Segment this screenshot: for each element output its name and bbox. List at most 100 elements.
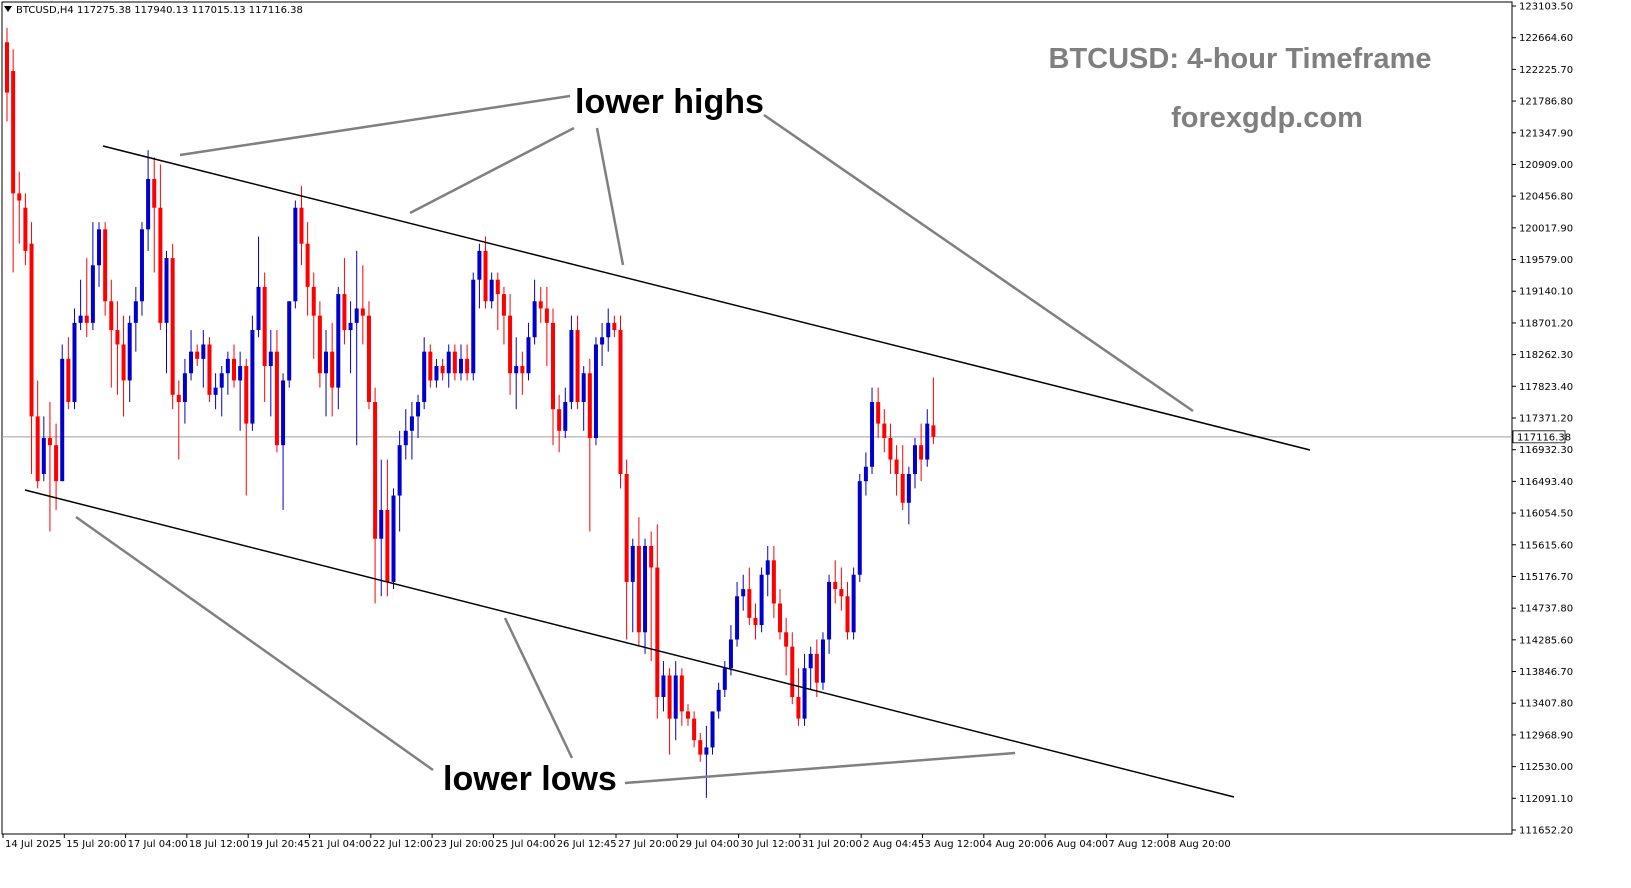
candle-body: [41, 437, 46, 474]
candle: [544, 286, 549, 367]
annotation-lower-lows: lower lows: [443, 760, 617, 798]
y-tick-label: 117371.20: [1519, 414, 1573, 425]
candle: [416, 394, 421, 438]
y-tick-label: 121786.80: [1519, 97, 1573, 108]
y-axis: 123103.50 122664.60 122225.70 121786.80 1213…: [1512, 2, 1573, 837]
candle: [238, 351, 243, 431]
y-tick-label: 115176.70: [1519, 572, 1573, 583]
candle-body: [207, 344, 212, 395]
candle: [458, 344, 463, 381]
candle: [778, 589, 783, 640]
candle: [563, 387, 568, 438]
candle-body: [403, 430, 408, 446]
candle-body: [213, 387, 218, 395]
y-tick-label: 113846.70: [1519, 667, 1573, 678]
candle-body: [685, 711, 690, 719]
candle-body: [238, 366, 243, 381]
candle: [182, 358, 187, 424]
candle: [213, 373, 218, 410]
candle: [164, 250, 169, 374]
candle: [78, 279, 83, 331]
y-tick-label: 118701.20: [1519, 318, 1573, 329]
candle-body: [735, 596, 740, 640]
candle-body: [11, 71, 16, 194]
x-tick-label: 7 Aug 12:00: [1108, 839, 1169, 850]
candle: [685, 704, 690, 726]
candle-body: [115, 330, 120, 345]
candle-body: [72, 322, 77, 403]
candle-body: [440, 366, 445, 374]
y-tick-label: 116054.50: [1519, 509, 1573, 520]
candle-body: [29, 243, 34, 417]
candle: [256, 236, 261, 338]
y-tick-label: 117823.40: [1519, 382, 1573, 393]
candle-body: [900, 473, 905, 503]
candle-body: [489, 279, 494, 302]
candle-body: [728, 639, 733, 669]
candle-body: [771, 560, 776, 604]
x-tick-label: 2 Aug 04:45: [863, 839, 924, 850]
candle: [446, 344, 451, 388]
x-tick-label: 8 Aug 20:00: [1170, 839, 1231, 850]
header-triangle-icon: [4, 6, 12, 12]
candle-body: [784, 632, 789, 647]
candle: [925, 409, 930, 467]
trendlines-layer: [24, 145, 1311, 798]
candle-body: [870, 402, 875, 467]
candle: [201, 330, 206, 388]
candle: [692, 711, 697, 748]
candle: [121, 315, 126, 417]
candle-body: [679, 675, 684, 712]
candle-body: [446, 351, 451, 374]
candle-body: [330, 351, 335, 388]
candle: [11, 49, 16, 273]
lower-trendline: [24, 489, 1235, 798]
candle: [747, 567, 752, 626]
candle: [84, 258, 89, 338]
candle-body: [354, 308, 359, 323]
candle-body: [912, 445, 917, 474]
candle-body: [244, 366, 249, 424]
candle-body: [139, 229, 144, 302]
candle: [906, 466, 911, 525]
candle-body: [673, 675, 678, 719]
candle-body: [514, 366, 519, 374]
candle: [508, 294, 513, 395]
x-tick-label: 27 Jul 20:00: [618, 839, 678, 850]
x-tick-label: 15 Jul 20:00: [66, 839, 126, 850]
candle: [379, 459, 384, 597]
candle: [189, 330, 194, 381]
candle: [526, 322, 531, 381]
x-tick-label: 18 Jul 12:00: [189, 839, 249, 850]
candle: [287, 301, 292, 388]
candle: [477, 243, 482, 309]
candle: [845, 581, 850, 640]
candle: [495, 272, 500, 331]
candle: [403, 409, 408, 460]
candle-body: [409, 416, 414, 431]
candle-body: [808, 653, 813, 669]
candle-body: [176, 394, 181, 403]
candle-body: [293, 207, 298, 302]
candle: [827, 574, 832, 654]
candle: [514, 337, 519, 410]
candle-body: [630, 545, 635, 582]
candles-layer: [5, 27, 936, 798]
candle: [428, 344, 433, 388]
annotation-pointer-line: [75, 515, 434, 772]
candle-body: [60, 358, 65, 482]
candle-body: [416, 402, 421, 417]
candle: [348, 301, 353, 374]
candle: [17, 171, 22, 244]
x-tick-label: 14 Jul 2025: [5, 839, 62, 850]
candle-body: [661, 675, 666, 698]
candle-body: [121, 344, 126, 381]
candle-body: [876, 402, 881, 424]
candle-body: [919, 445, 924, 460]
candle-body: [581, 373, 586, 403]
annotation-pointer-line: [179, 94, 571, 157]
candle: [771, 545, 776, 618]
candle: [109, 279, 114, 388]
y-tick-label: 111652.20: [1519, 826, 1573, 837]
